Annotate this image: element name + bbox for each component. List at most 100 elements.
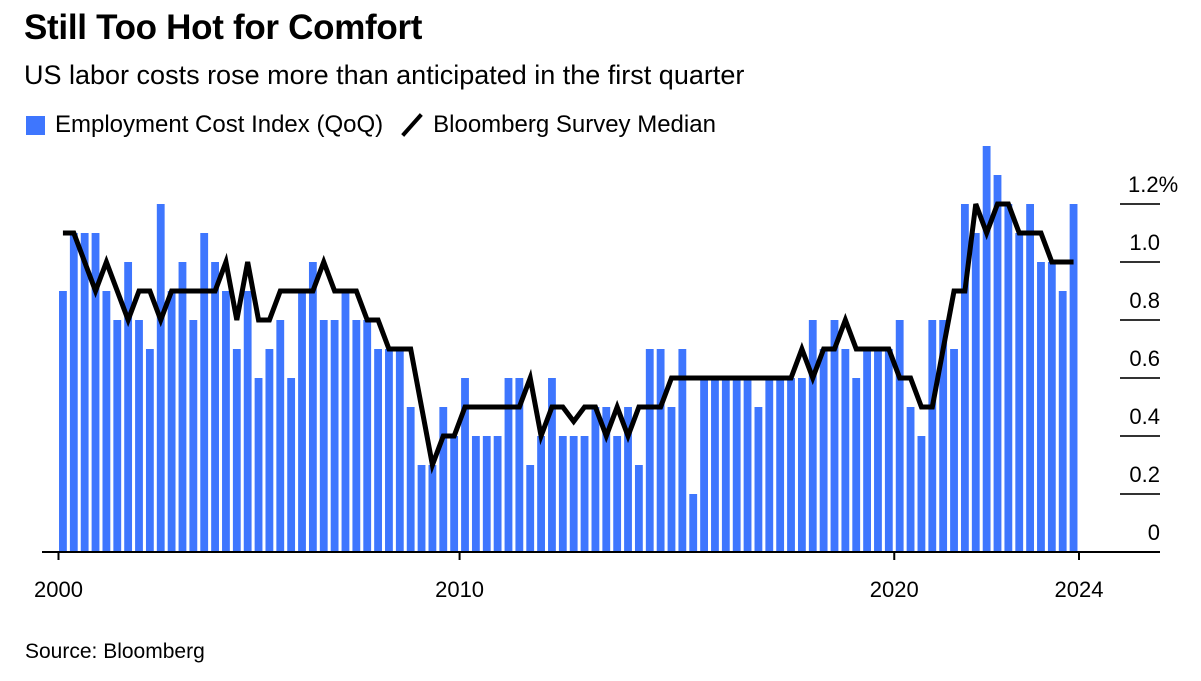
bar [254, 378, 263, 552]
bar [711, 378, 719, 552]
bar [950, 349, 958, 552]
y-axis: 0 0.2 0.4 0.6 0.8 1.0 1.2% [1120, 172, 1178, 545]
bar [504, 378, 513, 552]
bar [102, 291, 111, 552]
y-tick-label: 1.2% [1128, 172, 1178, 197]
bar [298, 291, 306, 552]
bar [189, 320, 198, 552]
bar [276, 320, 285, 552]
bar [308, 262, 317, 552]
bar [471, 436, 480, 552]
bar [1026, 204, 1035, 552]
bar [678, 349, 687, 552]
bar [852, 378, 861, 552]
bar [841, 349, 850, 552]
bar [352, 320, 361, 552]
bar [1004, 204, 1013, 552]
bar [787, 378, 795, 552]
bar [667, 407, 676, 552]
bar [232, 349, 241, 552]
y-tick-label: 0 [1148, 520, 1160, 545]
bar [776, 378, 785, 552]
bar [482, 436, 491, 552]
bar [830, 320, 839, 552]
y-tick-label: 0.6 [1129, 346, 1160, 371]
bar [222, 291, 230, 552]
bar [548, 378, 556, 552]
bar-series [59, 146, 1078, 552]
bar [808, 320, 817, 552]
bar [515, 378, 524, 552]
bar [765, 378, 774, 552]
bar [569, 436, 578, 552]
bar [591, 407, 600, 552]
bar [1047, 262, 1056, 552]
bar [1069, 204, 1078, 552]
y-tick-label: 0.4 [1129, 404, 1160, 429]
bar [558, 436, 567, 552]
x-tick-label: 2024 [1055, 577, 1104, 602]
bar [526, 465, 535, 552]
bar [59, 291, 67, 552]
bar [1015, 233, 1024, 552]
bar [537, 436, 545, 552]
bar [265, 349, 274, 552]
bar [613, 436, 622, 552]
bar [634, 465, 643, 552]
bar [461, 378, 469, 552]
bar [439, 407, 448, 552]
bar [287, 378, 296, 552]
square-swatch-icon [26, 115, 45, 135]
bar [732, 378, 741, 552]
bar [602, 407, 611, 552]
bar [863, 349, 871, 552]
y-tick-label: 1.0 [1129, 230, 1160, 255]
bar [819, 349, 828, 552]
survey-median-line [62, 201, 1074, 475]
bar [493, 436, 502, 552]
bar [689, 494, 698, 552]
bar [1037, 262, 1045, 552]
x-tick-label: 2000 [34, 577, 83, 602]
bar [797, 378, 806, 552]
bar [700, 378, 708, 552]
bar [450, 436, 459, 552]
bar [200, 233, 209, 552]
bar [243, 291, 252, 552]
legend-label-eci: Employment Cost Index (QoQ) [55, 111, 384, 138]
legend-item-eci: Employment Cost Index (QoQ) [26, 111, 383, 139]
bar [743, 378, 752, 552]
line-slash-icon [401, 113, 423, 137]
bar [656, 349, 665, 552]
bar [906, 407, 915, 552]
bar [91, 233, 100, 552]
bar [113, 320, 122, 552]
y-tick-label: 0.8 [1129, 288, 1160, 313]
bar [417, 465, 426, 552]
bar [917, 436, 926, 552]
bar [624, 407, 632, 552]
bar [395, 349, 404, 552]
bar [754, 407, 763, 552]
source-note: Source: Bloomberg [25, 640, 205, 663]
bar [69, 233, 78, 552]
line-series [62, 201, 1074, 475]
bar [80, 233, 89, 552]
chart-title: Still Too Hot for Comfort [24, 8, 423, 47]
bar [330, 320, 339, 552]
bar [341, 291, 350, 552]
bar [971, 233, 980, 552]
bar [1058, 291, 1067, 552]
x-axis: 2000 2010 2020 2024 [34, 551, 1160, 602]
bar [874, 349, 882, 552]
bar [939, 320, 948, 552]
x-tick-label: 2020 [870, 577, 919, 602]
bar [178, 262, 187, 552]
bar [884, 349, 893, 552]
bar [385, 349, 393, 552]
bar [363, 320, 372, 552]
y-tick-label: 0.2 [1129, 462, 1160, 487]
bar [428, 465, 437, 552]
legend-item-survey: Bloomberg Survey Median [401, 111, 716, 139]
